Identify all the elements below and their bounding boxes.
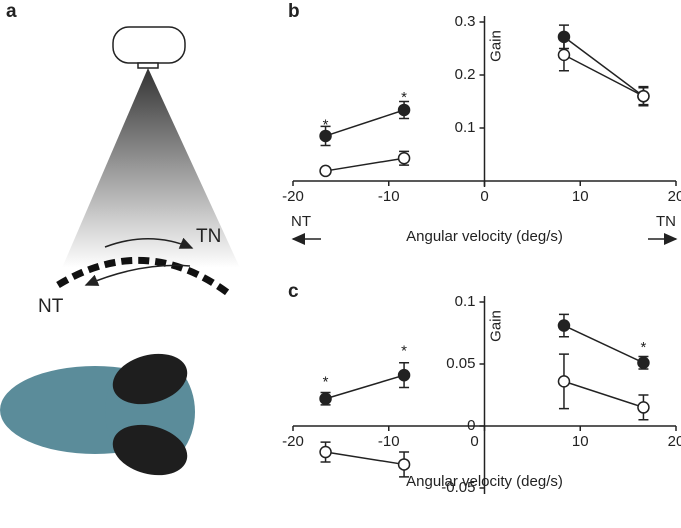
marker	[319, 164, 332, 178]
x-tick-label: -10	[378, 188, 400, 205]
marker	[637, 356, 650, 370]
tn-arrow	[104, 237, 194, 249]
x-tick-label: 10	[572, 188, 589, 205]
marker	[557, 319, 571, 332]
connector	[563, 380, 644, 409]
marker	[397, 151, 411, 165]
marker	[557, 48, 571, 62]
light-beam	[62, 68, 240, 268]
marker	[319, 129, 332, 143]
significance: *	[641, 339, 647, 356]
projector	[112, 26, 186, 64]
tn-label: TN	[196, 226, 221, 247]
marker	[397, 103, 411, 117]
connector	[563, 54, 644, 97]
nt-label: NT	[38, 296, 64, 317]
significance: *	[323, 374, 329, 391]
y-tick-label: 0.1	[455, 293, 476, 310]
y-tick-label: -0.05	[441, 479, 475, 496]
y-tick-label: 0.1	[455, 119, 476, 136]
x-tick-label: 10	[572, 433, 589, 450]
connector	[563, 324, 644, 364]
y-tick-label: 0.05	[446, 355, 475, 372]
significance: *	[401, 89, 407, 106]
projector-lens	[137, 62, 159, 69]
connector	[325, 157, 405, 172]
x-tick-label: -20	[282, 188, 304, 205]
nt-arrow	[84, 264, 191, 286]
x-tick-label: -20	[282, 433, 304, 450]
y-tick-label: 0.3	[455, 13, 476, 30]
y-tick-label: 0	[467, 417, 475, 434]
panel-label: c	[288, 281, 299, 302]
marker	[319, 392, 332, 405]
marker	[637, 401, 650, 414]
connector	[325, 374, 405, 400]
marker	[319, 445, 332, 459]
x-axis-label: Angular velocity (deg/s)	[406, 473, 563, 490]
x-axis-label: Angular velocity (deg/s)	[406, 228, 563, 245]
significance: *	[401, 343, 407, 360]
eye	[112, 424, 188, 476]
x-tick-label: 20	[668, 188, 681, 205]
y-axis-label: Gain	[487, 30, 504, 62]
panel-label: a	[6, 1, 17, 22]
significance: *	[323, 116, 329, 133]
x-tick-label: 20	[668, 433, 681, 450]
x-tick-label: 0	[470, 433, 478, 450]
y-tick-label: 0.2	[455, 66, 476, 83]
marker	[637, 89, 650, 103]
x-tick-label: 0	[480, 188, 488, 205]
marker	[557, 375, 571, 388]
x-tick-label: -10	[378, 433, 400, 450]
panel-label: b	[288, 1, 300, 22]
connector	[563, 36, 644, 97]
marker	[397, 458, 411, 471]
marker	[397, 368, 411, 382]
direction-label: TN	[656, 213, 676, 230]
connector	[325, 109, 405, 137]
direction-label: NT	[291, 213, 311, 230]
connector	[325, 451, 405, 466]
panel-a: a TN NT	[0, 1, 240, 476]
eye	[112, 353, 188, 405]
drum	[56, 257, 231, 296]
y-axis-label: Gain	[487, 310, 504, 342]
